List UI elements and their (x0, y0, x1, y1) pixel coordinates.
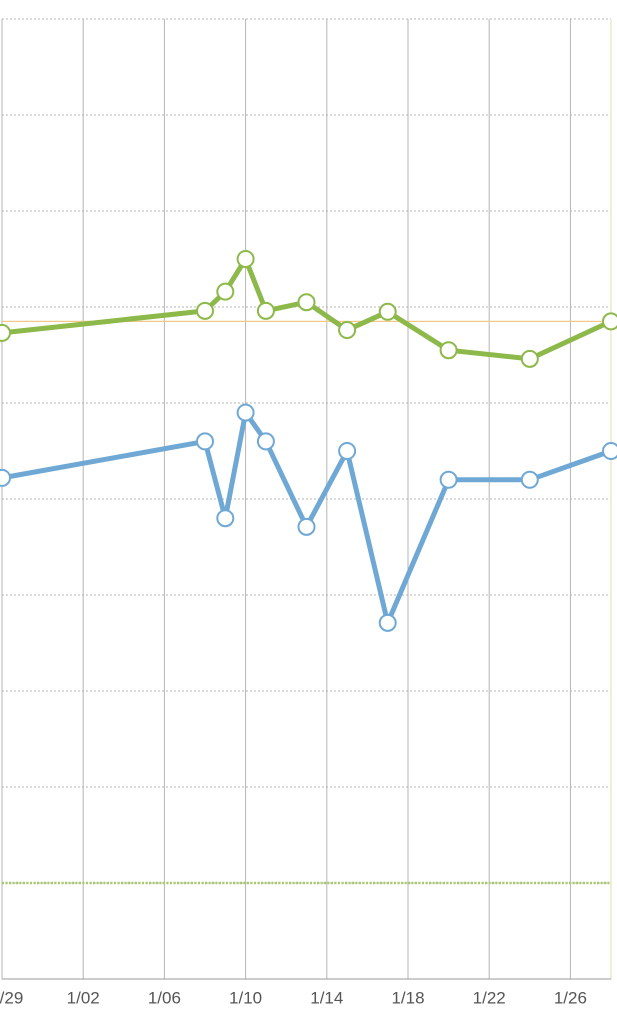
x-tick-label: 12/29 (0, 988, 23, 1007)
data-point (196, 432, 214, 451)
data-point (520, 470, 539, 489)
data-point (256, 301, 275, 320)
data-point (602, 442, 617, 460)
data-point (236, 403, 255, 422)
series-line (1, 410, 612, 626)
data-point (439, 470, 458, 489)
data-point (378, 302, 397, 321)
data-point (0, 468, 11, 487)
data-point (196, 301, 214, 320)
data-point (216, 282, 235, 301)
data-point (338, 442, 357, 460)
data-point (338, 321, 357, 340)
data-point (602, 312, 617, 331)
x-tick-label: 1/26 (554, 988, 587, 1007)
data-point (297, 293, 316, 312)
x-tick-label: 1/22 (473, 988, 506, 1007)
x-tick-label: 1/10 (229, 988, 262, 1007)
data-point (297, 517, 316, 536)
x-tick-label: 1/06 (148, 988, 181, 1007)
x-tick-label: 1/18 (391, 988, 424, 1007)
data-point (216, 509, 235, 528)
data-point (236, 250, 255, 268)
data-point (439, 341, 458, 360)
data-point (0, 323, 11, 342)
x-tick-label: 1/02 (67, 988, 100, 1007)
x-tick-label: 1/14 (310, 988, 343, 1007)
data-point (256, 432, 275, 451)
data-point (378, 613, 397, 632)
data-point (520, 349, 539, 368)
